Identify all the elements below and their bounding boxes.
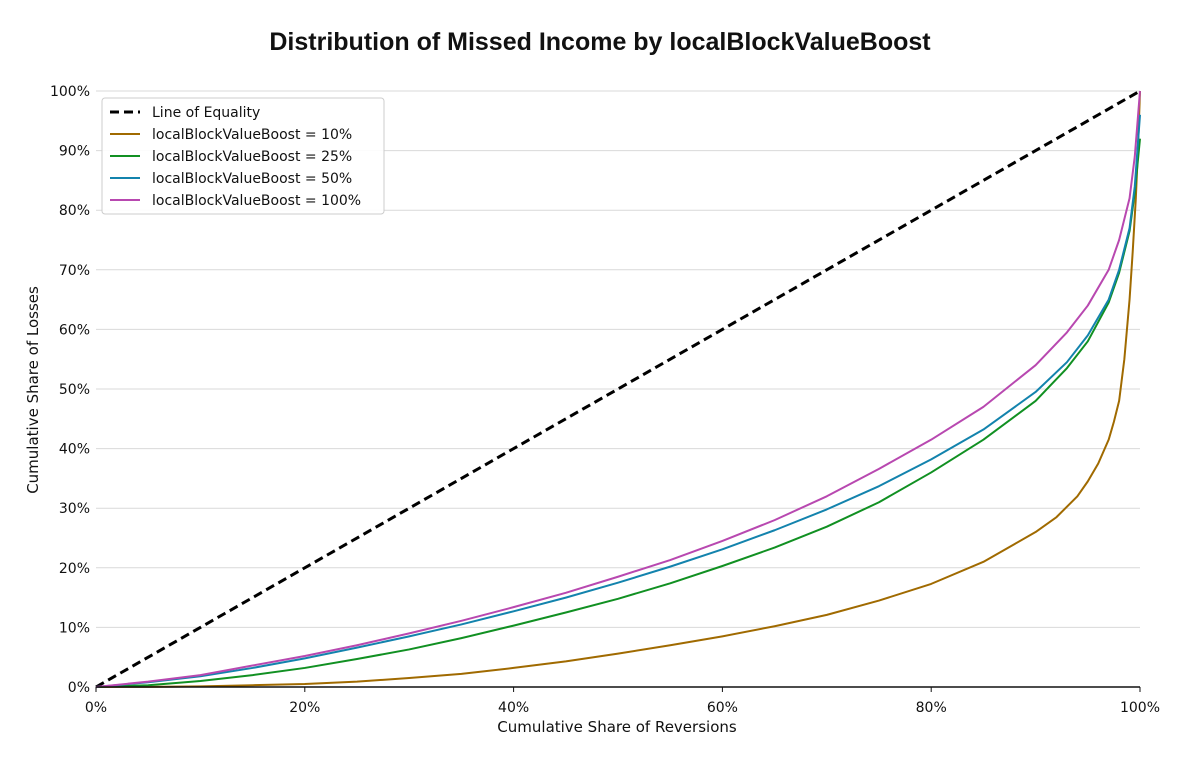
y-tick-label: 50%	[59, 382, 90, 398]
x-tick-label: 0%	[85, 700, 107, 716]
y-tick-label: 30%	[59, 501, 90, 517]
x-tick-label: 80%	[916, 700, 947, 716]
x-tick-label: 40%	[498, 700, 529, 716]
legend: Line of Equality localBlockValueBoost = 1…	[101, 97, 385, 215]
grid	[96, 90, 1140, 628]
x-tick-label: 20%	[289, 700, 320, 716]
chart-title: Distribution of Missed Income by localBl…	[269, 28, 931, 56]
y-tick-label: 60%	[59, 322, 90, 338]
axes: 0% 10% 20% 30% 40% 50% 60% 70% 80% 90% 100% 0% 20% 40…	[50, 84, 1160, 716]
series-line-2	[95, 138, 1141, 688]
series-line-0	[95, 89, 1141, 689]
legend-label-3: localBlockValueBoost = 50%	[152, 171, 352, 187]
y-tick-label: 100%	[50, 84, 90, 100]
plot-area	[95, 89, 1141, 689]
series-line-1	[95, 90, 1141, 688]
y-tick-label: 80%	[59, 203, 90, 219]
legend-label-1: localBlockValueBoost = 10%	[152, 127, 352, 143]
legend-label-4: localBlockValueBoost = 100%	[152, 193, 361, 209]
x-axis-label: Cumulative Share of Reversions	[497, 718, 737, 736]
legend-label-0: Line of Equality	[152, 105, 260, 121]
legend-label-2: localBlockValueBoost = 25%	[152, 149, 352, 165]
y-tick-label: 20%	[59, 561, 90, 577]
y-tick-label: 70%	[59, 263, 90, 279]
x-tick-label: 60%	[707, 700, 738, 716]
y-tick-label: 10%	[59, 620, 90, 636]
series-line-3	[95, 114, 1141, 688]
series-line-4	[95, 90, 1141, 688]
y-tick-label: 40%	[59, 442, 90, 458]
y-tick-label: 0%	[68, 680, 90, 696]
x-tick-label: 100%	[1120, 700, 1160, 716]
legend-box	[101, 97, 385, 215]
y-axis-label: Cumulative Share of Losses	[24, 286, 42, 494]
y-tick-label: 90%	[59, 144, 90, 160]
